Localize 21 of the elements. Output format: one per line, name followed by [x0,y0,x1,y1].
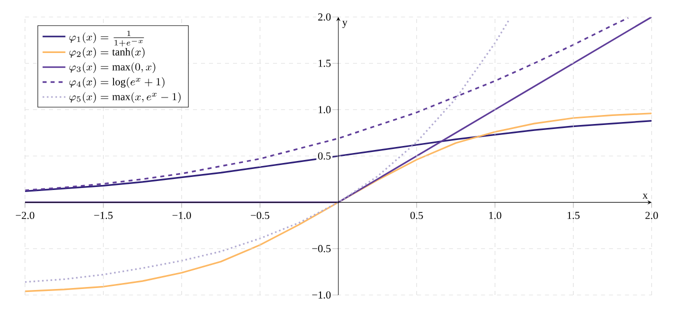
x-tick-label: −0.5 [250,212,270,220]
x-tick-label: 1.0 [489,212,502,220]
legend-label: $\varphi_1(x) = \frac{1}{1+e^{-x}}$ [69,30,144,46]
legend-label: $\varphi_2(x) = \tanh(x)$ [69,47,145,58]
y-tick-label: −1.0 [312,291,331,299]
legend-label: $\varphi_3(x) = \max(0, x)$ [69,62,156,73]
y-tick-label: 0.5 [318,152,331,160]
x-tick-label: −1.0 [172,212,191,220]
y-tick-label: 1.5 [318,60,331,67]
y-tick-label: 1.0 [318,106,331,114]
y-tick-label: 2.0 [318,13,331,21]
x-tick-label: −2.0 [16,212,34,220]
y-axis-title: y [342,20,348,28]
x-axis-title: x [642,194,648,199]
legend-label: $\varphi_5(x) = \max(x, e^x - 1)$ [69,92,181,103]
x-tick-label: 1.5 [568,212,580,220]
x-tick-label: 0.5 [410,212,423,220]
y-tick-label: −0.5 [312,245,331,252]
x-tick-label: 2.0 [645,212,658,220]
x-tick-label: −1.5 [94,212,113,220]
legend-label: $\varphi_4(x) = \log(e^x + 1)$ [69,77,164,88]
